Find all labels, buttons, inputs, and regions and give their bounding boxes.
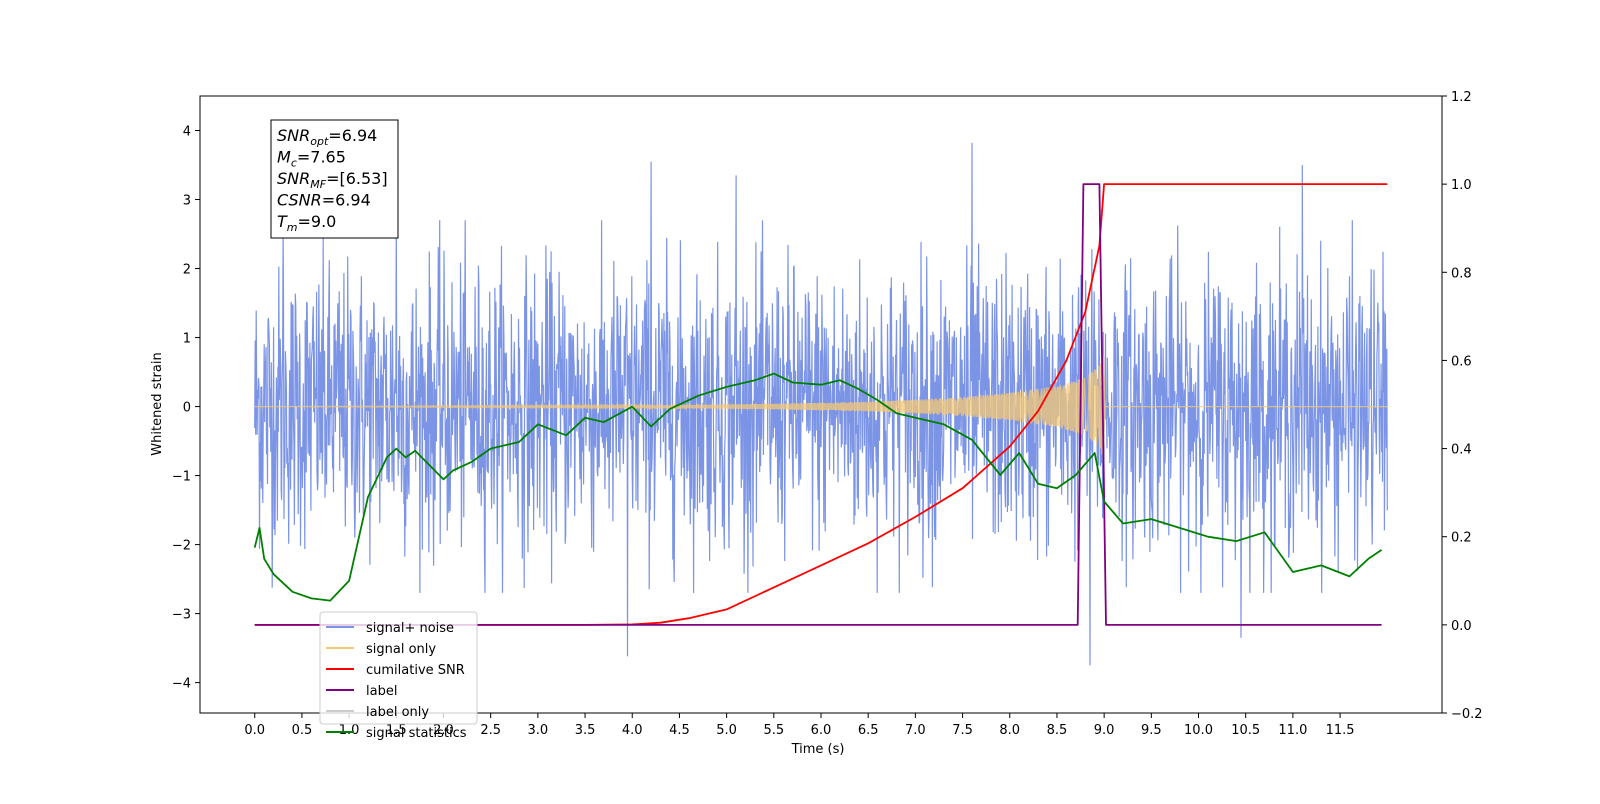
annotation-line: SNRopt=6.94 (277, 126, 377, 148)
left-y-tick-label: 1 (183, 332, 191, 347)
left-y-axis: −4 −3 −2 −1 0 1 2 3 4 (172, 125, 200, 692)
y-axis-label: Whitened strain (150, 352, 165, 455)
legend: signal+ noise signal only cumilative SNR la… (319, 611, 478, 741)
right-y-tick-label: 0.0 (1451, 619, 1472, 634)
annotation-value: =6.94 (322, 191, 371, 210)
annotation-symbol: SNR (277, 169, 310, 188)
x-tick-label: 4.0 (622, 723, 643, 738)
annotation-line: Mc=7.65 (277, 148, 346, 170)
left-y-tick-label: 3 (183, 194, 191, 209)
x-tick-label: 0.0 (244, 723, 265, 738)
cumilative-snr-line (254, 183, 1388, 626)
signal-only-line (254, 355, 1388, 456)
legend-frame (319, 611, 478, 725)
left-y-tick-label: −2 (172, 539, 191, 554)
annotation-symbol: CSNR (277, 191, 322, 210)
left-y-tick-label: −4 (172, 677, 191, 692)
x-tick-label: 2.0 (433, 723, 454, 738)
annotation-symbol: SNR (277, 126, 310, 145)
annotation-line: CSNR=6.94 (277, 191, 371, 210)
x-tick-label: 1.5 (386, 723, 407, 738)
x-tick-label: 8.0 (999, 723, 1020, 738)
plot-area (253, 142, 1388, 666)
left-y-tick-label: 2 (183, 263, 191, 278)
right-y-tick-label: 1.2 (1451, 90, 1472, 105)
x-tick-label: 5.5 (763, 723, 784, 738)
annotation-subscript: opt (310, 135, 329, 148)
right-y-tick-label: 0.4 (1451, 443, 1472, 458)
annotation-frame (270, 119, 399, 239)
legend-label: label only (366, 705, 429, 720)
x-tick-label: 3.5 (575, 723, 596, 738)
right-y-axis: −0.2 0.0 0.2 0.4 0.6 0.8 1.0 1.2 (1442, 90, 1483, 722)
x-tick-label: 4.5 (669, 723, 690, 738)
annotation-subscript: MF (310, 178, 326, 191)
x-tick-label: 11.0 (1278, 723, 1307, 738)
x-tick-label: 0.5 (292, 723, 313, 738)
x-tick-label: 10.0 (1184, 723, 1213, 738)
signal-statistics-line (253, 372, 1383, 602)
annotation-subscript: m (287, 221, 298, 234)
annotation-value: =9.0 (298, 212, 337, 231)
x-axis-label: Time (s) (791, 742, 845, 757)
right-y-tick-label: 1.0 (1451, 178, 1472, 193)
legend-label: cumilative SNR (366, 663, 465, 678)
legend-label: signal statistics (366, 726, 467, 741)
left-y-tick-label: −1 (172, 470, 191, 485)
annotation-symbol: M (277, 148, 291, 167)
x-tick-label: 1.0 (339, 723, 360, 738)
label-line (254, 183, 1382, 626)
annotation-value: =6.94 (328, 126, 377, 145)
left-y-tick-label: 4 (183, 125, 191, 140)
x-tick-label: 9.5 (1141, 723, 1162, 738)
right-y-tick-label: 0.2 (1451, 531, 1472, 546)
x-tick-label: 5.0 (716, 723, 737, 738)
legend-label: signal only (366, 642, 436, 657)
legend-label: label (366, 684, 397, 699)
x-tick-label: 11.5 (1326, 723, 1355, 738)
legend-label: signal+ noise (366, 621, 454, 636)
left-y-tick-label: −3 (172, 608, 191, 623)
right-y-tick-label: −0.2 (1451, 707, 1483, 722)
x-tick-label: 6.5 (858, 723, 879, 738)
x-tick-label: 7.0 (905, 723, 926, 738)
x-tick-label: 8.5 (1047, 723, 1068, 738)
x-axis: 0.0 0.5 1.0 1.5 2.0 2.5 3.0 3.5 4.0 4.5 5.0 5.5 6.0 6… (244, 713, 1355, 738)
right-y-tick-label: 0.8 (1451, 266, 1472, 281)
left-y-tick-label: 0 (183, 401, 191, 416)
annotation-line: SNRMF=[6.53] (277, 169, 388, 191)
x-tick-label: 3.0 (528, 723, 549, 738)
annotation-value: =7.65 (297, 148, 346, 167)
annotation-symbol: T (277, 212, 288, 231)
x-tick-label: 10.5 (1231, 723, 1260, 738)
annotation-box: SNRopt=6.94Mc=7.65SNRMF=[6.53]CSNR=6.94T… (270, 119, 399, 239)
signal-noise-line (254, 142, 1388, 666)
annotation-value: =[6.53] (326, 169, 388, 188)
x-tick-label: 2.5 (480, 723, 501, 738)
x-tick-label: 9.0 (1094, 723, 1115, 738)
x-tick-label: 6.0 (811, 723, 832, 738)
x-tick-label: 7.5 (952, 723, 973, 738)
annotation-subscript: c (291, 157, 297, 170)
annotation-line: Tm=9.0 (277, 212, 336, 234)
right-y-tick-label: 0.6 (1451, 354, 1472, 369)
